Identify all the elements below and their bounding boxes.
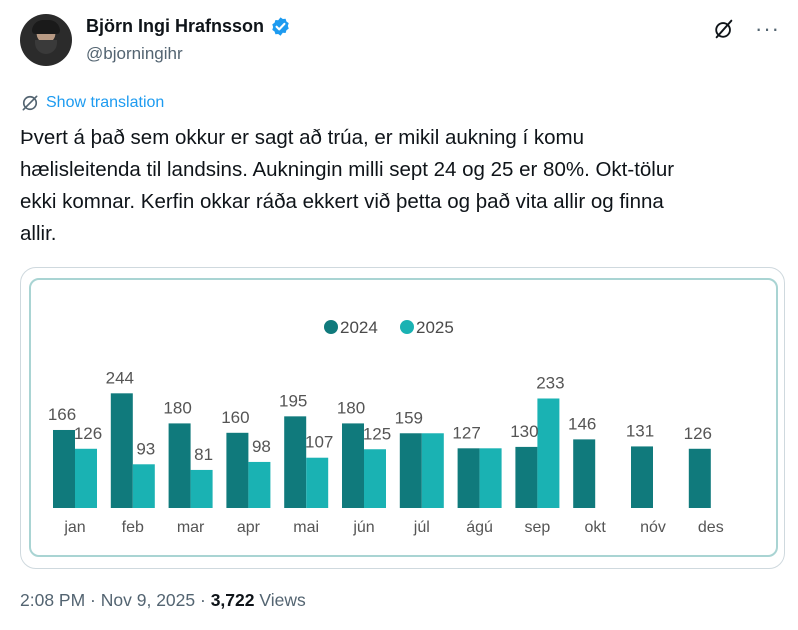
x-tick-label-des: des — [698, 519, 724, 536]
x-tick-label-sep: sep — [525, 519, 551, 536]
views-label: Views — [254, 590, 306, 610]
author-name-row: Björn Ingi Hrafnsson — [86, 16, 291, 37]
bar-2025-júl — [421, 433, 444, 508]
x-tick-label-jan: jan — [63, 519, 85, 536]
show-translation-label: Show translation — [46, 94, 165, 111]
data-label-2025-mar: 81 — [194, 445, 213, 464]
bar-2025-jan — [75, 448, 97, 508]
data-label-2024-mai: 195 — [279, 391, 307, 410]
avatar-beard — [35, 40, 57, 54]
data-label-2024-nóv: 131 — [626, 421, 654, 440]
data-label-2025-sep: 233 — [536, 373, 564, 392]
bar-2024-nóv — [631, 446, 653, 508]
tweet-text-line: allir. — [20, 222, 57, 245]
x-tick-label-júl: júl — [413, 519, 430, 536]
bar-2024-mai — [284, 416, 307, 508]
bar-2025-ágú — [479, 448, 502, 508]
bar-2025-mai — [306, 457, 329, 508]
bar-2025-feb — [132, 464, 155, 508]
bar-2024-apr — [226, 432, 249, 508]
tweet-text-line: Þvert á það sem okkur er sagt að trúa, e… — [20, 126, 585, 149]
tweet-media-image[interactable]: 2024 2025 166 126 jan 244 93 feb 180 81 mar 160 98 ap… — [20, 267, 785, 569]
tweet-actions: ··· — [713, 18, 780, 40]
author-handle[interactable]: @bjorningihr — [86, 44, 183, 63]
avatar-cap — [32, 20, 60, 34]
legend-swatch-2024 — [324, 320, 338, 334]
bar-2025-sep — [537, 398, 560, 508]
avatar[interactable] — [20, 14, 72, 66]
tweet-text: Þvert á það sem okkur er sagt að trúa, e… — [20, 122, 785, 250]
data-label-2024-júl: 159 — [395, 408, 423, 427]
data-label-2024-jún: 180 — [337, 398, 365, 417]
chart-frame: 2024 2025 166 126 jan 244 93 feb 180 81 mar 160 98 ap… — [29, 278, 778, 557]
more-options-icon[interactable]: ··· — [755, 16, 780, 41]
bar-2024-feb — [110, 393, 133, 508]
data-label-2025-apr: 98 — [252, 437, 271, 456]
data-label-2025-feb: 93 — [136, 439, 155, 458]
tweet-meta: 2:08 PM · Nov 9, 2025 · 3,722 Views — [20, 590, 306, 611]
bar-2024-mar — [168, 423, 191, 508]
tweet-time[interactable]: 2:08 PM — [20, 590, 86, 610]
x-tick-label-mar: mar — [177, 519, 205, 536]
meta-separator: · — [195, 590, 211, 610]
bar-2025-mar — [190, 469, 213, 508]
tweet-date[interactable]: Nov 9, 2025 — [100, 590, 196, 610]
bar-2024-jún — [342, 423, 364, 508]
bar-2024-jan — [53, 429, 75, 508]
views-count: 3,722 — [210, 590, 255, 610]
show-translation-link[interactable]: Show translation — [20, 93, 164, 113]
verified-badge-icon — [272, 17, 289, 36]
x-tick-label-mai: mai — [293, 519, 319, 536]
x-tick-label-nóv: nóv — [640, 519, 666, 536]
bar-2025-jún — [364, 449, 386, 508]
meta-separator: · — [85, 590, 101, 610]
x-tick-label-apr: apr — [237, 519, 261, 536]
data-label-2024-ágú: 127 — [452, 423, 480, 442]
data-label-2024-mar: 180 — [163, 398, 191, 417]
bar-2025-apr — [248, 461, 271, 508]
bar-2024-ágú — [457, 448, 480, 508]
data-label-2024-apr: 160 — [221, 408, 249, 427]
tweet-text-line: hælisleitenda til landsins. Aukningin mi… — [20, 158, 675, 181]
bar-2024-sep — [515, 446, 538, 508]
data-label-2025-jan: 126 — [74, 424, 102, 443]
translate-icon — [22, 95, 38, 111]
legend-label-2025: 2025 — [416, 318, 454, 337]
x-tick-label-ágú: ágú — [466, 519, 493, 536]
bar-2024-des — [688, 448, 711, 508]
data-label-2024-feb: 244 — [106, 368, 134, 387]
data-label-2024-des: 126 — [684, 424, 712, 443]
data-label-2025-mai: 107 — [305, 433, 333, 452]
data-label-2024-jan: 166 — [48, 405, 76, 424]
data-label-2025-jún: 125 — [363, 424, 391, 443]
bar-2024-júl — [399, 433, 422, 508]
author-display-name[interactable]: Björn Ingi Hrafnsson — [86, 16, 265, 36]
x-tick-label-okt: okt — [585, 519, 607, 536]
x-tick-label-feb: feb — [122, 519, 144, 536]
data-label-2024-okt: 146 — [568, 414, 596, 433]
legend-label-2024: 2024 — [340, 318, 378, 337]
tweet-text-line: ekki komnar. Kerfin okkar ráða ekkert vi… — [20, 190, 664, 213]
legend-swatch-2025 — [400, 320, 414, 334]
bar-chart: 2024 2025166126jan24493feb18081mar16098ap… — [48, 318, 724, 536]
data-label-2024-sep: 130 — [510, 422, 538, 441]
grok-icon[interactable] — [713, 18, 735, 40]
x-tick-label-jún: jún — [352, 519, 374, 536]
bar-2024-okt — [573, 439, 596, 508]
